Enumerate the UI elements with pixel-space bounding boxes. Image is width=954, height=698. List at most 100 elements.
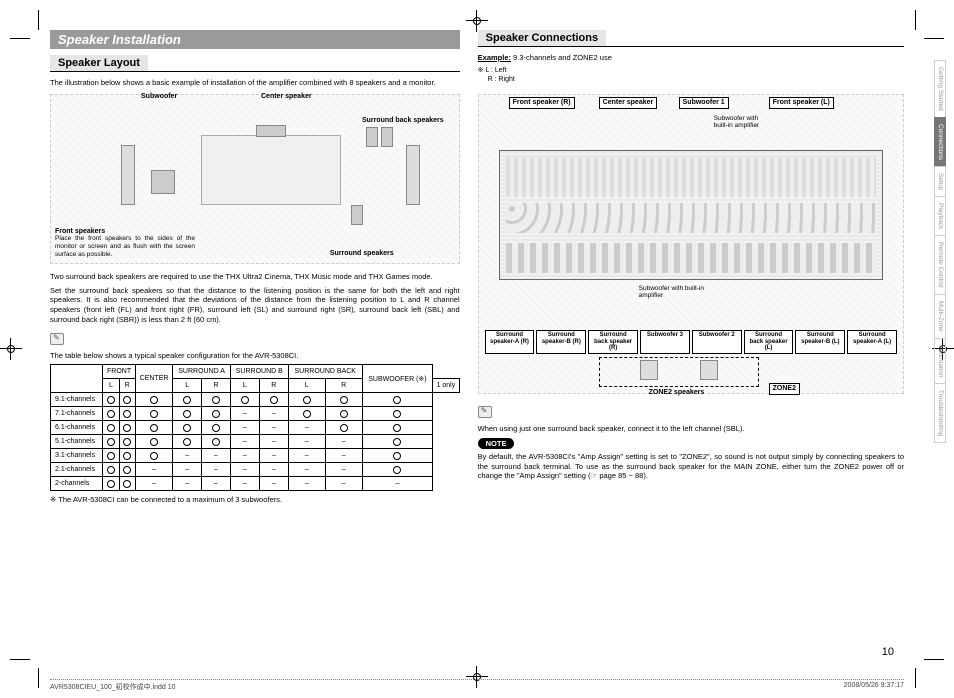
- table-cell: [362, 435, 433, 449]
- table-cell: –: [259, 421, 288, 435]
- table-cell: –: [173, 477, 202, 491]
- inline-sub-mid: Subwoofer with built-in amplifier: [639, 285, 719, 299]
- side-tab[interactable]: Playback: [934, 196, 946, 236]
- table-cell: [325, 407, 362, 421]
- bottom-speaker-label: Surround speaker-B (R): [536, 330, 586, 354]
- callout-surround-back: Surround back speakers: [362, 117, 444, 124]
- footer-right: 2008/05/26 9:37:17: [844, 682, 904, 692]
- intro-text: The illustration below shows a basic exa…: [50, 78, 460, 88]
- table-cell: [103, 477, 119, 491]
- table-cell: –: [135, 463, 173, 477]
- table-cell: –: [288, 421, 325, 435]
- crop-mark: [10, 659, 30, 660]
- table-cell: [103, 449, 119, 463]
- th-center: CENTER: [135, 365, 173, 393]
- callout-center: Center speaker: [261, 93, 312, 100]
- th-front: FRONT: [103, 365, 135, 379]
- table-cell: –: [173, 463, 202, 477]
- lbl-center: Center speaker: [599, 97, 658, 109]
- table-cell: [119, 407, 135, 421]
- table-cell: –: [230, 407, 259, 421]
- table-cell: –: [202, 449, 231, 463]
- bottom-speaker-label: Surround speaker-B (L): [795, 330, 845, 354]
- table-cell: –: [259, 435, 288, 449]
- table-cell: [173, 407, 202, 421]
- bottom-speaker-label: Subwoofer 3: [640, 330, 690, 354]
- side-tab[interactable]: Troubleshooting: [934, 383, 946, 443]
- th-sub-l: L: [103, 379, 119, 393]
- note-badge: NOTE: [478, 438, 515, 449]
- table-cell: [173, 421, 202, 435]
- table-cell: [119, 421, 135, 435]
- table-cell: [288, 393, 325, 407]
- crop-mark: [38, 10, 39, 30]
- left-column: Speaker Installation Speaker Layout The …: [50, 30, 460, 660]
- table-cell: [362, 463, 433, 477]
- th-sub-r: R: [325, 379, 362, 393]
- page-number: 10: [882, 646, 894, 658]
- table-cell: [103, 393, 119, 407]
- note-icon: [478, 406, 492, 418]
- th-sub-l: L: [230, 379, 259, 393]
- crop-mark: [924, 659, 944, 660]
- legend-left: ※ L : Left: [478, 66, 515, 75]
- table-cell: –: [230, 421, 259, 435]
- lr-legend: ※ L : Left R : Right: [478, 66, 515, 84]
- table-cell: [119, 393, 135, 407]
- side-tab[interactable]: Setup: [934, 166, 946, 197]
- table-cell: [103, 421, 119, 435]
- th-sub-r: R: [259, 379, 288, 393]
- side-tab[interactable]: Multi-Zone: [934, 294, 946, 339]
- table-cell: [103, 435, 119, 449]
- config-table: FRONT CENTER SURROUND A SURROUND B SURRO…: [50, 364, 460, 491]
- lbl-front-r: Front speaker (R): [509, 97, 575, 109]
- table-row-head: 2-channels: [51, 477, 103, 491]
- th-sub-r: R: [119, 379, 135, 393]
- table-cell: –: [202, 463, 231, 477]
- table-cell: [325, 393, 362, 407]
- registration-mark: [470, 14, 484, 28]
- table-cell: [202, 421, 231, 435]
- th-sub: SUBWOOFER (※): [362, 365, 433, 393]
- front-note: Place the front speakers to the sides of…: [55, 235, 195, 258]
- connection-diagram: Front speaker (R) Center speaker Subwoof…: [478, 94, 904, 394]
- table-cell: –: [259, 407, 288, 421]
- one-sb-note: When using just one surround back speake…: [478, 424, 904, 434]
- zone2-speakers-label: ZONE2 speakers: [649, 389, 705, 396]
- inline-sub-top: Subwoofer with built-in amplifier: [714, 115, 774, 129]
- footer-left: AVR5308CIEU_100_初校作成中.indd 10: [50, 682, 176, 692]
- table-cell: –: [135, 477, 173, 491]
- table-cell: –: [325, 463, 362, 477]
- table-cell: [202, 407, 231, 421]
- legend-right: R : Right: [478, 75, 515, 84]
- table-cell: –: [288, 477, 325, 491]
- para-position: Set the surround back speakers so that t…: [50, 286, 460, 325]
- table-cell: –: [288, 435, 325, 449]
- side-tab[interactable]: Getting Started: [934, 60, 946, 118]
- side-tabs: Getting StartedConnectionsSetupPlaybackR…: [934, 60, 946, 442]
- table-cell: [135, 449, 173, 463]
- note-text: By default, the AVR-5308CI's "Amp Assign…: [478, 452, 904, 481]
- side-tab[interactable]: Remote Control: [934, 235, 946, 295]
- table-cell: –: [362, 477, 433, 491]
- side-tab[interactable]: Information: [934, 338, 946, 385]
- table-cell: [202, 435, 231, 449]
- table-row-head: 9.1-channels: [51, 393, 103, 407]
- bottom-speaker-label: Surround back speaker (R): [588, 330, 638, 354]
- callout-surround: Surround speakers: [330, 250, 394, 257]
- table-cell: –: [230, 477, 259, 491]
- th-sb: SURROUND B: [230, 365, 288, 379]
- table-cell: [288, 407, 325, 421]
- table-cell: –: [288, 449, 325, 463]
- side-tab[interactable]: Connections: [934, 117, 946, 167]
- table-cell: –: [259, 449, 288, 463]
- crop-mark: [10, 38, 30, 39]
- table-row-head: 2.1-channels: [51, 463, 103, 477]
- table-cell: [135, 421, 173, 435]
- table-cell: –: [230, 449, 259, 463]
- th-sa: SURROUND A: [173, 365, 231, 379]
- table-cell: [362, 421, 433, 435]
- table-cell: [119, 449, 135, 463]
- speaker-layout-illustration: Subwoofer Center speaker Surround back s…: [50, 94, 460, 264]
- table-cell: [119, 435, 135, 449]
